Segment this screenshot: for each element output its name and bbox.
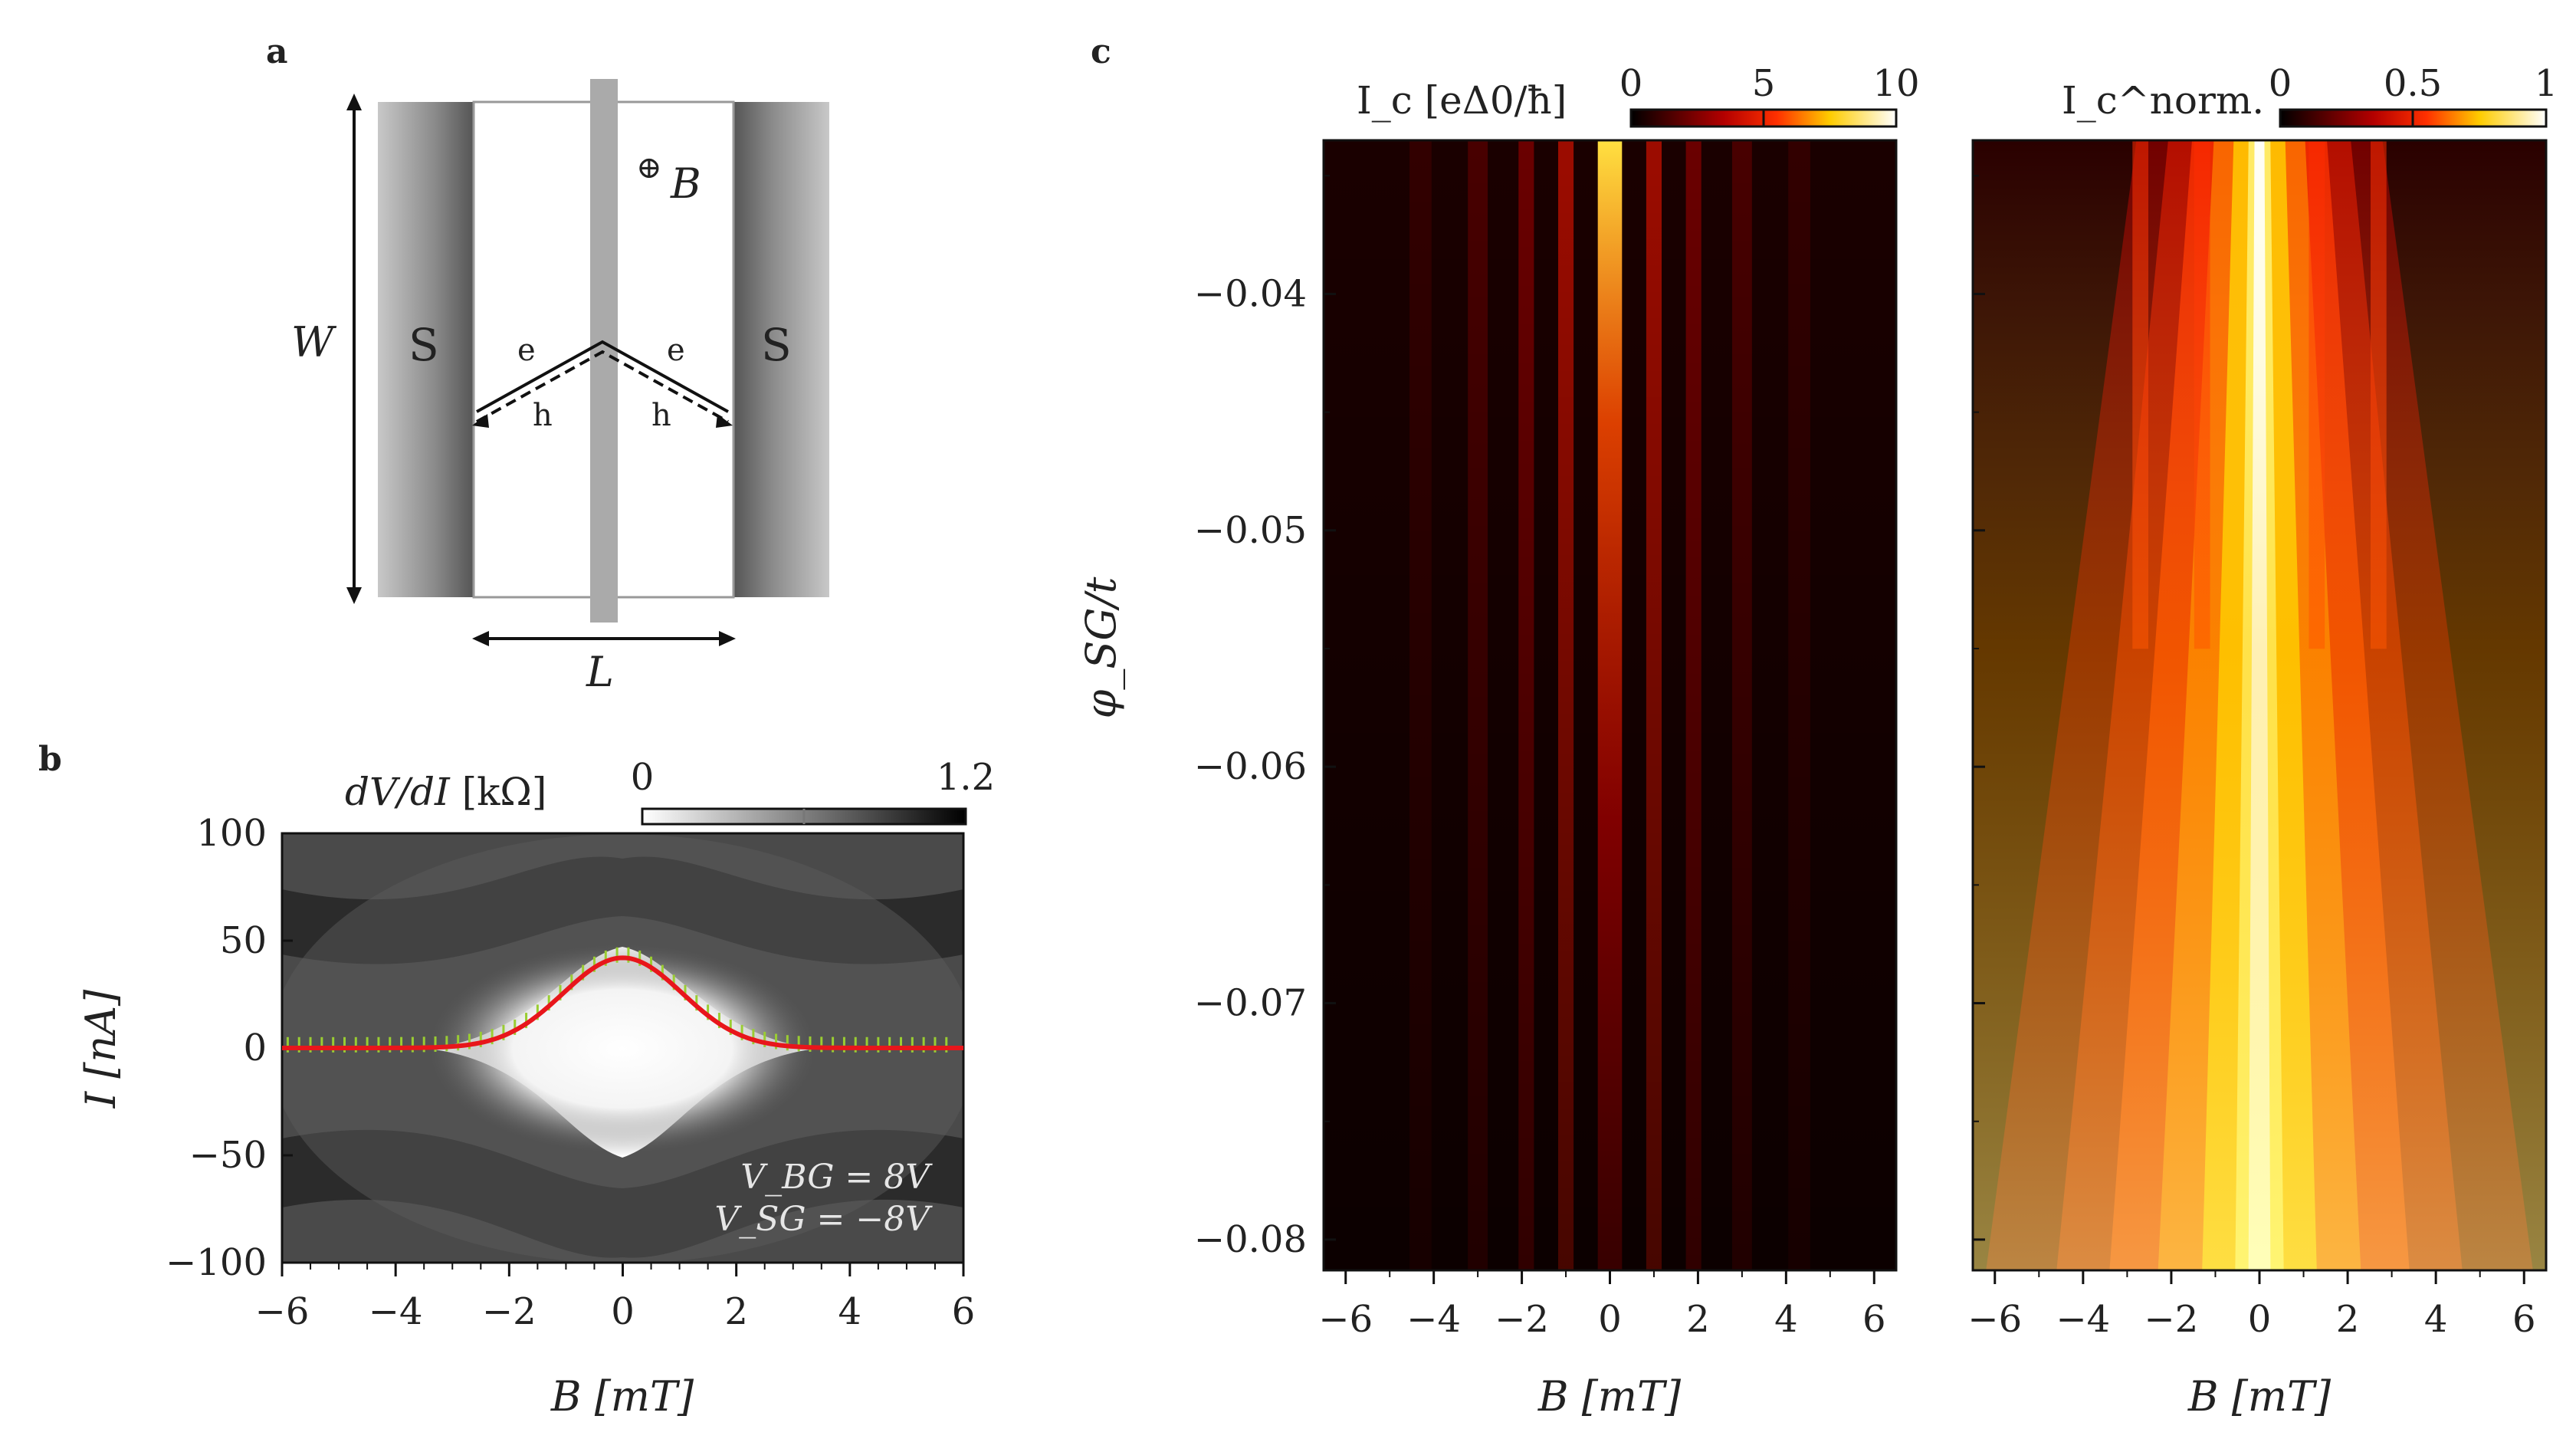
xtick-c-label: 6 xyxy=(1862,1298,1886,1341)
panel-a: a S S W L ⊕ B e e h h xyxy=(266,32,829,696)
ic-curve-line xyxy=(282,955,963,1050)
field-symbol: ⊕ xyxy=(636,150,662,186)
colorbar-c-right-title: I_c^norm. xyxy=(2062,78,2264,123)
xtick-c-label: 2 xyxy=(1686,1298,1710,1341)
heatmap-c-left xyxy=(1324,140,1896,1270)
label-sc-left: S xyxy=(409,319,439,371)
ytick-c-label: −0.05 xyxy=(1194,509,1307,552)
xtick-b-label: 6 xyxy=(952,1290,976,1333)
xtick-c-label: −2 xyxy=(2144,1298,2199,1341)
label-hole-right: h xyxy=(651,398,671,433)
colorbar-c-left-title: I_c [eΔ0/ħ] xyxy=(1357,78,1567,123)
panel-letter-a: a xyxy=(266,32,288,71)
xtick-c-label: 4 xyxy=(2424,1298,2448,1341)
colorbar-c-left-tick-0: 0 xyxy=(1619,62,1643,105)
colorbar-b-max: 1.2 xyxy=(937,756,995,799)
label-hole-left: h xyxy=(533,398,553,433)
xtick-b-label: 2 xyxy=(724,1290,748,1333)
ytick-c-label: −0.04 xyxy=(1194,272,1307,315)
panel-c: c 0 5 10 I_c [eΔ0/ħ] 0 0.5 1 I_c^norm. −… xyxy=(1077,32,2558,1421)
ytick-b-label: 0 xyxy=(243,1027,267,1069)
colorbar-b-title: dV/dI [kΩ] xyxy=(345,770,546,814)
ytick-c-label: −0.06 xyxy=(1194,745,1307,788)
ic-curve-b xyxy=(282,947,963,1053)
yticks-c: −0.04 −0.05 −0.06 −0.07 −0.08 xyxy=(1194,175,1985,1261)
ytick-c-label: −0.08 xyxy=(1194,1218,1307,1261)
xtick-c-label: 0 xyxy=(1598,1298,1622,1341)
colorbar-b-min: 0 xyxy=(631,756,655,799)
xtick-b-label: −2 xyxy=(482,1290,537,1333)
ytick-b-label: −50 xyxy=(189,1134,267,1177)
colorbar-c-left-tick-1: 5 xyxy=(1752,62,1776,105)
xlabel-c-left: B [mT] xyxy=(1537,1372,1682,1421)
xtick-c-label: 0 xyxy=(2248,1298,2272,1341)
label-width: W xyxy=(291,318,337,366)
xtick-c-label: 4 xyxy=(1774,1298,1798,1341)
xtick-b-label: −6 xyxy=(255,1290,310,1333)
panel-letter-c: c xyxy=(1091,32,1111,71)
electron-path xyxy=(476,340,729,413)
xticks-c-left: −6 −4 −2 0 2 4 6 xyxy=(1318,1270,1886,1341)
annotation-vsg: V_SG = −8V xyxy=(714,1200,933,1239)
panel-b: b dV/dI [kΩ] 0 1.2 100 50 0 −50 −100 −6 −4 −2 0… xyxy=(38,740,995,1421)
hole-path xyxy=(476,350,729,423)
xtick-c-label: −6 xyxy=(1967,1298,2022,1341)
ytick-b-label: −100 xyxy=(166,1241,267,1284)
xtick-b-label: −4 xyxy=(369,1290,423,1333)
panel-letter-b: b xyxy=(38,740,62,779)
xlabel-c-right: B [mT] xyxy=(2187,1372,2332,1421)
xtick-c-label: −4 xyxy=(2056,1298,2110,1341)
colorbar-c-left-tick-2: 10 xyxy=(1872,62,1919,105)
label-electron-left: e xyxy=(517,333,536,368)
xticks-c-right: −6 −4 −2 0 2 4 6 xyxy=(1967,1270,2536,1341)
ytick-b-label: 50 xyxy=(220,919,267,962)
label-field: B xyxy=(670,159,701,208)
colorbar-c-right-tick-2: 1 xyxy=(2535,62,2558,105)
xticks-b: −6 −4 −2 0 2 4 6 xyxy=(255,1263,976,1333)
xtick-c-label: −2 xyxy=(1495,1298,1549,1341)
yticks-b: 100 50 0 −50 −100 xyxy=(166,812,293,1284)
colorbar-c-right-tick-0: 0 xyxy=(2269,62,2292,105)
split-gate xyxy=(590,79,618,623)
label-length: L xyxy=(586,648,614,696)
superconductor-left xyxy=(378,102,474,597)
annotation-vbg: V_BG = 8V xyxy=(740,1158,933,1197)
xlabel-b: B [mT] xyxy=(550,1372,694,1421)
colorbar-c-right-tick-1: 0.5 xyxy=(2384,62,2442,105)
ylabel-c: φ_SG/t xyxy=(1077,577,1125,718)
xtick-c-label: −4 xyxy=(1406,1298,1461,1341)
xtick-b-label: 0 xyxy=(611,1290,635,1333)
xtick-b-label: 4 xyxy=(838,1290,862,1333)
label-electron-right: e xyxy=(667,333,685,368)
ytick-c-label: −0.07 xyxy=(1194,982,1307,1025)
ylabel-b: I [nA] xyxy=(77,989,125,1109)
ytick-b-label: 100 xyxy=(196,812,267,855)
label-sc-right: S xyxy=(761,319,792,371)
superconductor-right xyxy=(733,102,829,597)
xtick-c-label: 6 xyxy=(2512,1298,2536,1341)
xtick-c-label: −6 xyxy=(1318,1298,1373,1341)
heatmap-c-right xyxy=(1973,140,2546,1270)
xtick-c-label: 2 xyxy=(2336,1298,2360,1341)
